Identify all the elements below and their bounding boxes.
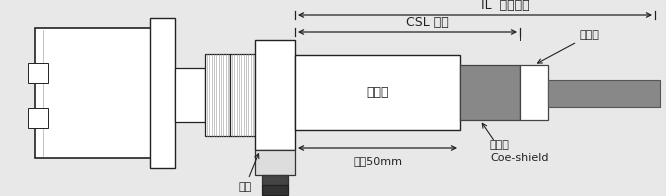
- Bar: [35, 28, 155, 158]
- Bar: [255, 150, 295, 175]
- Text: IL  插入長度: IL 插入長度: [481, 0, 529, 12]
- Text: CSL 長度: CSL 長度: [406, 16, 449, 29]
- Text: 絕緣段: 絕緣段: [366, 86, 389, 99]
- Text: 金屬管: 金屬管: [490, 140, 510, 150]
- Bar: [150, 18, 175, 168]
- Bar: [255, 40, 295, 150]
- Bar: [548, 80, 660, 107]
- Bar: [460, 65, 520, 120]
- Bar: [205, 54, 230, 136]
- Bar: [175, 68, 205, 122]
- Text: 最小50mm: 最小50mm: [353, 156, 402, 166]
- Text: 絕緣段: 絕緣段: [537, 30, 600, 63]
- Bar: [28, 108, 48, 128]
- Bar: [28, 63, 48, 83]
- Bar: [230, 54, 255, 136]
- Bar: [262, 175, 288, 185]
- Text: Coe-shield: Coe-shield: [490, 153, 549, 163]
- Text: 碑壁: 碑壁: [238, 154, 259, 192]
- Bar: [295, 55, 460, 130]
- Bar: [262, 185, 288, 195]
- Bar: [520, 65, 548, 120]
